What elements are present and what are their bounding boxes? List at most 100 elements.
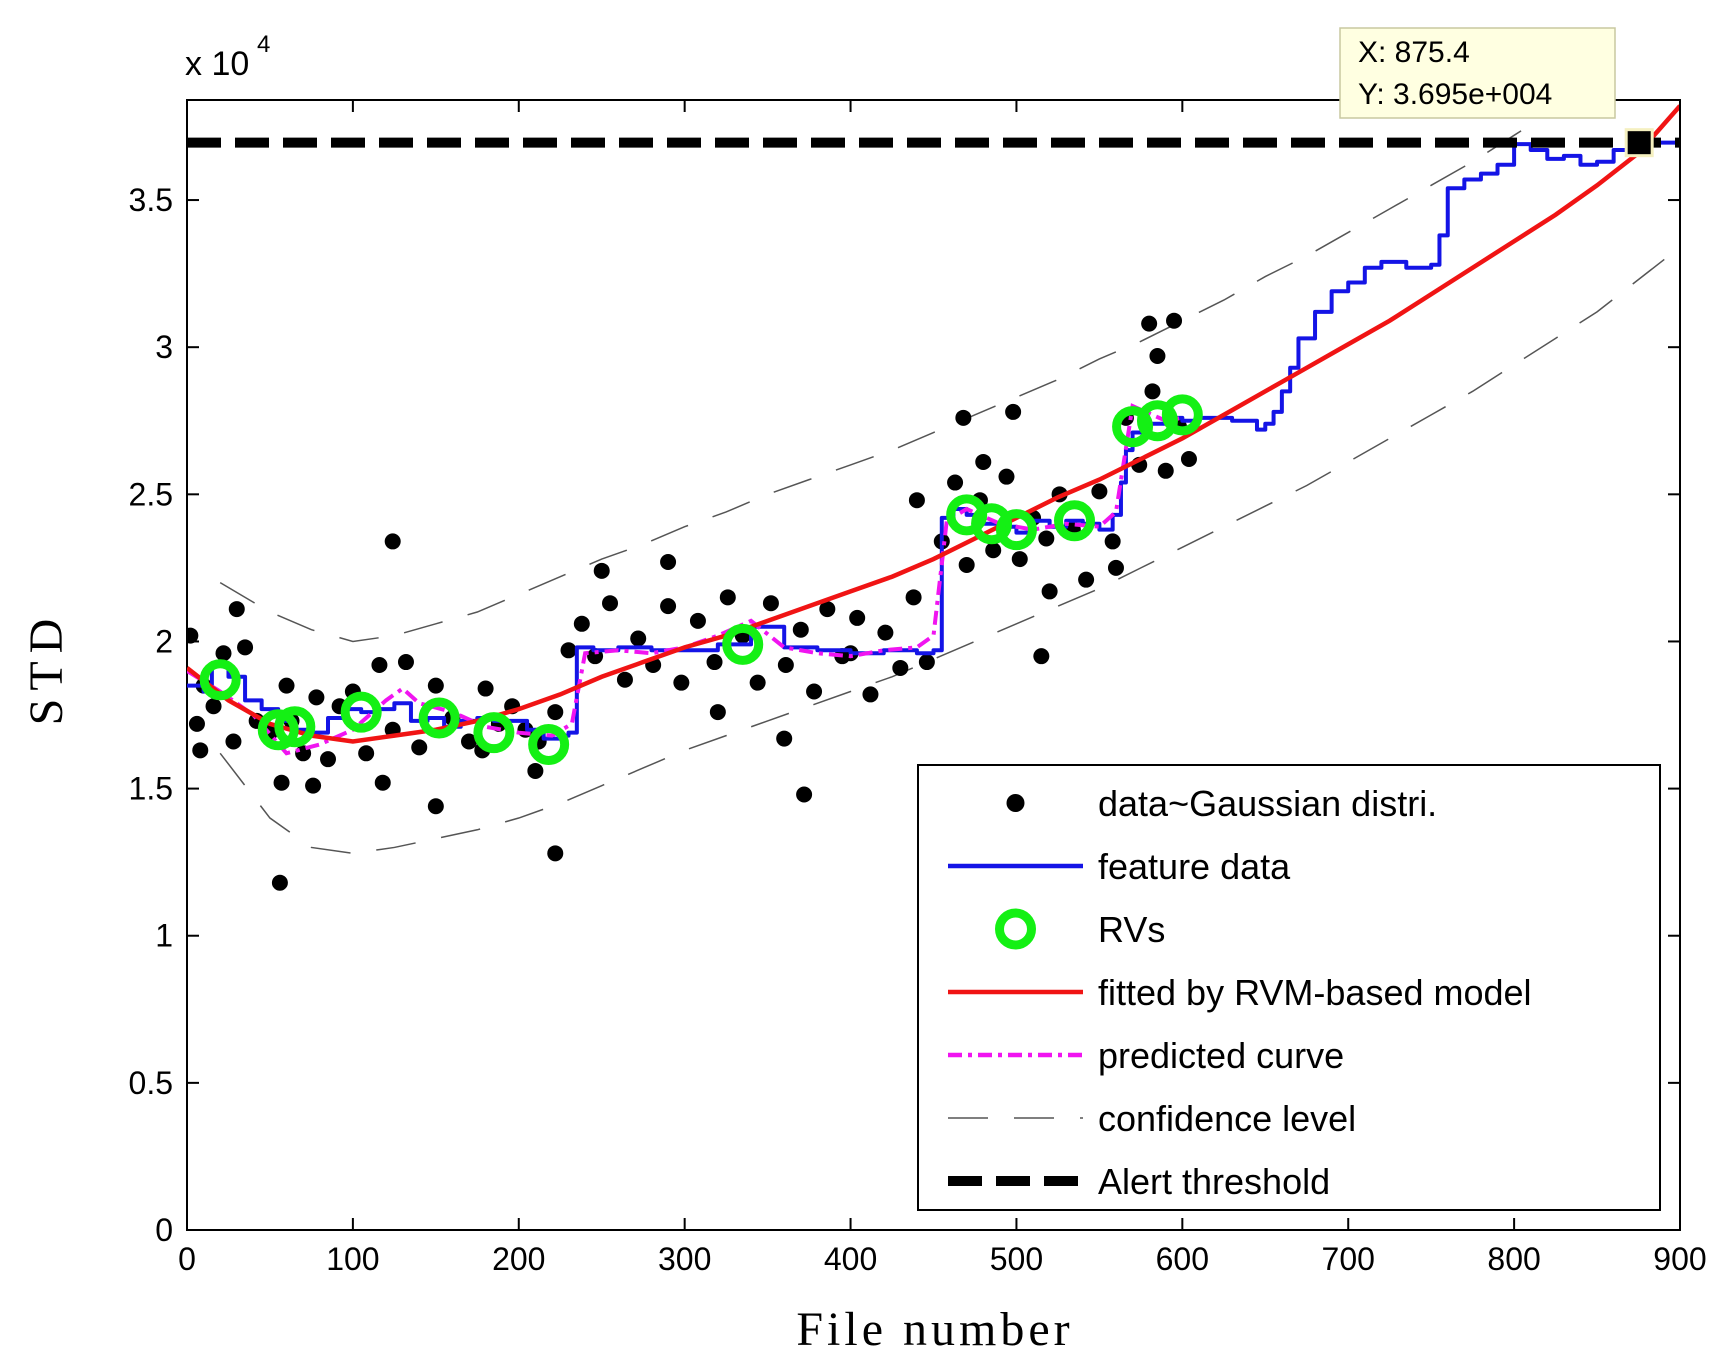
legend-swatch	[1006, 794, 1025, 812]
data-point	[955, 409, 972, 426]
rv-marker	[1161, 394, 1203, 436]
legend-item: feature data	[948, 846, 1291, 887]
rv-marker	[340, 691, 382, 733]
data-point	[1149, 348, 1166, 365]
datatip-y: Y: 3.695e+004	[1358, 78, 1552, 111]
legend-item: Alert threshold	[948, 1161, 1330, 1202]
datatip-box	[1339, 27, 1616, 119]
data-point	[975, 453, 992, 470]
x-tick-label: 600	[1156, 1241, 1209, 1277]
data-point	[461, 733, 478, 750]
rv-marker	[722, 623, 764, 665]
feature-data-line	[187, 140, 1680, 741]
data-point	[237, 639, 254, 656]
data-point	[547, 845, 564, 862]
data-point	[1091, 483, 1108, 500]
plot-content	[187, 100, 1680, 891]
x-tick-label: 700	[1322, 1241, 1375, 1277]
x-tick-label: 200	[492, 1241, 545, 1277]
y-tick-label: 1.5	[129, 771, 173, 807]
data-point	[547, 704, 564, 721]
y-tick-label: 0.5	[129, 1065, 173, 1101]
x-tick-label: 900	[1653, 1241, 1706, 1277]
data-point	[777, 657, 794, 673]
data-point	[819, 601, 836, 618]
legend-label: fitted by RVM-based model	[1098, 972, 1532, 1013]
data-point	[358, 745, 375, 762]
data-point	[719, 589, 736, 606]
legend-label: Alert threshold	[1098, 1161, 1330, 1202]
x-tick-label: 400	[824, 1241, 877, 1277]
data-point	[918, 654, 935, 671]
data-point	[616, 671, 633, 688]
rv-marker	[274, 706, 316, 748]
rv-marker	[1136, 400, 1178, 442]
y-multiplier-exponent: 4	[257, 31, 270, 58]
datatip-marker[interactable]	[1624, 128, 1654, 158]
legend-item: confidence level	[948, 1098, 1356, 1139]
data-point	[1005, 403, 1022, 420]
data-point	[660, 598, 677, 615]
rv-marker	[473, 712, 515, 754]
legend-item: predicted curve	[948, 1035, 1344, 1076]
data-point	[1180, 451, 1197, 468]
data-point	[427, 798, 444, 815]
data-point	[1011, 551, 1028, 568]
rv-marker	[995, 509, 1037, 551]
legend-item: data~Gaussian distri.	[1006, 783, 1437, 824]
data-point	[776, 730, 793, 747]
x-tick-label: 0	[178, 1241, 196, 1277]
data-point	[749, 674, 766, 691]
datatip-x: X: 875.4	[1358, 36, 1470, 69]
legend-item: RVs	[995, 908, 1165, 950]
data-point	[892, 659, 909, 676]
data-point	[225, 733, 242, 750]
data-point	[278, 677, 295, 694]
data-point	[660, 554, 677, 571]
y-tick-label: 3	[155, 329, 173, 365]
data-point	[792, 621, 809, 638]
datatip[interactable]: X: 875.4 Y: 3.695e+004	[1339, 27, 1654, 158]
data-point	[1078, 571, 1095, 588]
y-tick-label: 2.5	[129, 476, 173, 512]
data-point	[985, 542, 1002, 559]
legend-label: data~Gaussian distri.	[1098, 783, 1437, 824]
data-point	[411, 739, 428, 756]
rv-marker	[1112, 406, 1154, 448]
data-point	[1104, 533, 1121, 550]
legend-swatch	[995, 908, 1036, 950]
data-point	[527, 762, 544, 779]
data-point	[630, 630, 647, 647]
rv-marker	[418, 697, 460, 739]
y-tick-label: 3.5	[129, 182, 173, 218]
data-point	[384, 533, 401, 550]
data-point	[205, 698, 222, 715]
legend-item: fitted by RVM-based model	[948, 972, 1532, 1013]
data-point	[1166, 312, 1183, 329]
data-point	[905, 589, 922, 606]
data-point	[477, 680, 494, 697]
data-point	[958, 556, 975, 573]
data-point	[673, 674, 690, 691]
data-point	[374, 774, 391, 791]
data-point	[397, 654, 414, 671]
legend-label: RVs	[1098, 909, 1165, 950]
data-point	[1038, 530, 1055, 547]
data-point	[560, 642, 577, 659]
data-point	[998, 468, 1015, 485]
data-point	[877, 624, 894, 641]
data-point	[1157, 462, 1174, 479]
data-point	[305, 777, 322, 794]
rv-marker	[528, 723, 570, 765]
data-point	[188, 715, 205, 732]
data-point	[862, 686, 879, 703]
data-point	[1144, 383, 1161, 400]
legend-box	[917, 764, 1661, 1211]
data-point	[806, 683, 823, 700]
x-tick-label: 500	[990, 1241, 1043, 1277]
legend-label: predicted curve	[1098, 1035, 1344, 1076]
x-axis-label: File number	[796, 1303, 1073, 1356]
data-point	[320, 751, 337, 768]
data-point	[602, 595, 619, 612]
data-point	[1033, 648, 1050, 665]
